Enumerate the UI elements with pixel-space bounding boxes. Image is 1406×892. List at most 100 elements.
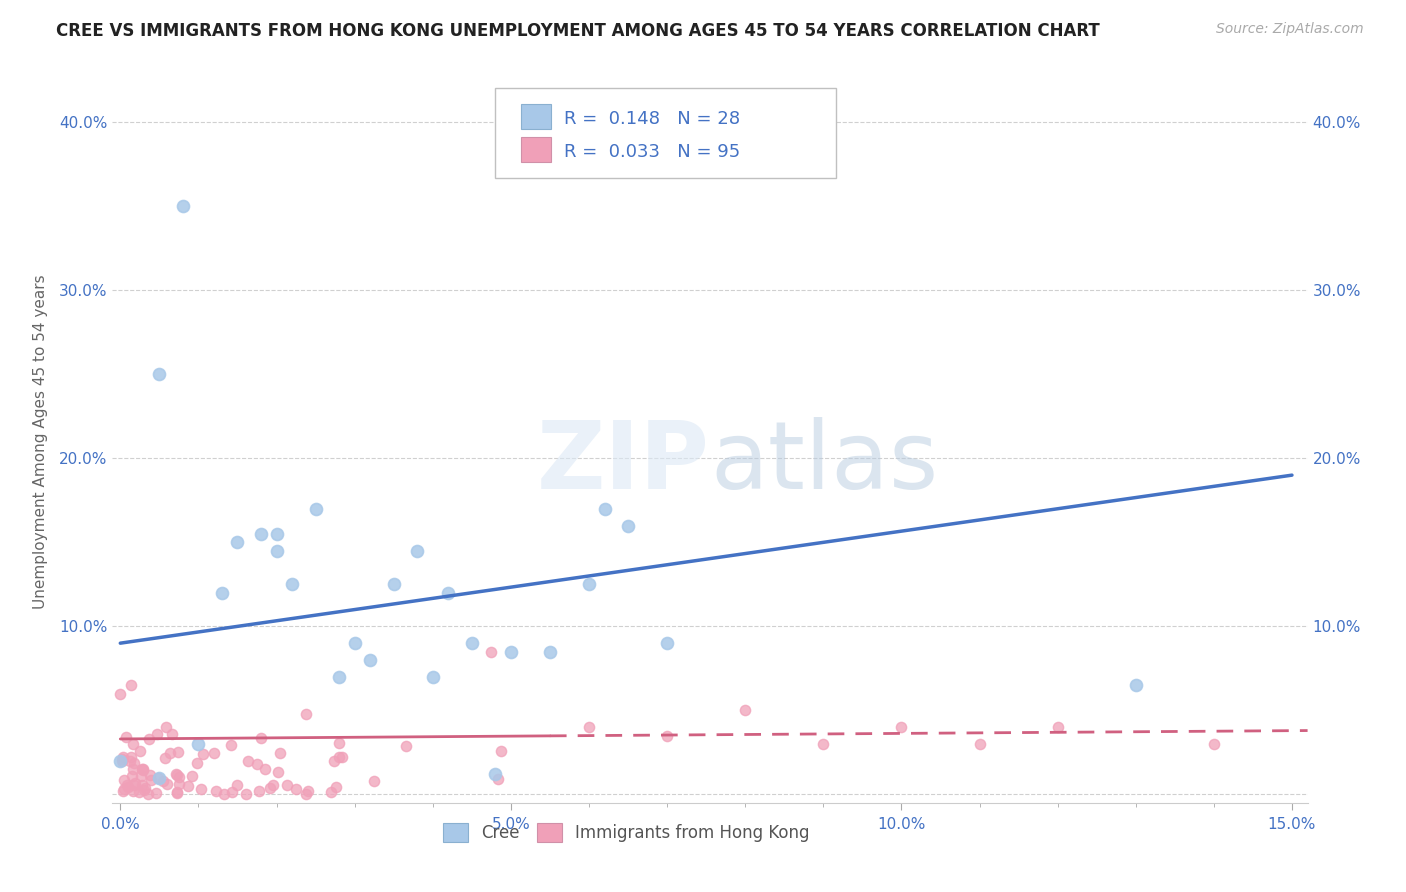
Point — [139, 773, 162, 788]
Point — [266, 527, 288, 541]
Point — [132, 783, 155, 797]
Text: CREE VS IMMIGRANTS FROM HONG KONG UNEMPLOYMENT AMONG AGES 45 TO 54 YEARS CORRELA: CREE VS IMMIGRANTS FROM HONG KONG UNEMPL… — [56, 22, 1099, 40]
Point — [138, 732, 160, 747]
Point — [437, 586, 460, 600]
Point — [148, 368, 170, 382]
Point — [111, 752, 134, 766]
Text: R =  0.148   N = 28: R = 0.148 N = 28 — [564, 110, 741, 128]
Point — [165, 766, 187, 780]
Point — [115, 778, 138, 792]
FancyBboxPatch shape — [522, 104, 551, 128]
Point — [114, 773, 136, 788]
Point — [128, 785, 150, 799]
Point — [226, 535, 249, 549]
Point — [121, 769, 143, 783]
Y-axis label: Unemployment Among Ages 45 to 54 years: Unemployment Among Ages 45 to 54 years — [32, 274, 48, 609]
Point — [328, 750, 350, 764]
Point — [395, 739, 418, 754]
Point — [617, 518, 640, 533]
Point — [110, 755, 132, 769]
Point — [262, 778, 284, 792]
Text: ZIP: ZIP — [537, 417, 710, 509]
Point — [132, 763, 155, 777]
Point — [172, 199, 194, 213]
Text: R =  0.033   N = 95: R = 0.033 N = 95 — [564, 143, 741, 161]
Point — [211, 586, 233, 600]
Point — [132, 762, 155, 776]
FancyBboxPatch shape — [522, 137, 551, 162]
Point — [295, 787, 318, 801]
Point — [284, 782, 307, 797]
Point — [205, 784, 228, 798]
Point — [156, 777, 179, 791]
Point — [297, 783, 319, 797]
Point — [152, 774, 174, 789]
Point — [131, 762, 153, 776]
Point — [266, 543, 288, 558]
Point — [124, 776, 146, 790]
Point — [330, 750, 353, 764]
Point — [363, 774, 385, 789]
Point — [190, 782, 212, 797]
Point — [138, 767, 160, 781]
Point — [112, 784, 135, 798]
Point — [343, 636, 366, 650]
Point — [499, 644, 522, 658]
Point — [486, 772, 509, 786]
Text: Source: ZipAtlas.com: Source: ZipAtlas.com — [1216, 22, 1364, 37]
Point — [129, 769, 152, 783]
Point — [593, 501, 616, 516]
Point — [406, 543, 429, 558]
Legend: Cree, Immigrants from Hong Kong: Cree, Immigrants from Hong Kong — [436, 816, 817, 848]
Point — [461, 636, 484, 650]
Point — [167, 770, 190, 784]
Point — [121, 784, 143, 798]
Point — [236, 754, 259, 768]
Point — [166, 745, 188, 759]
Point — [129, 744, 152, 758]
Point — [131, 778, 153, 792]
Point — [134, 780, 156, 795]
Point — [235, 787, 257, 801]
Point — [122, 762, 145, 776]
Point — [166, 768, 188, 782]
Point — [181, 770, 204, 784]
Point — [162, 727, 184, 741]
Point — [578, 720, 600, 734]
Point — [122, 737, 145, 751]
Point — [145, 786, 167, 800]
Point — [276, 778, 298, 792]
Point — [382, 577, 405, 591]
Point — [655, 636, 678, 650]
Point — [254, 762, 277, 776]
Point — [323, 754, 346, 768]
Point — [655, 729, 678, 743]
Point — [295, 707, 318, 722]
Point — [136, 787, 159, 801]
Point — [159, 746, 181, 760]
Point — [191, 747, 214, 761]
Point — [110, 754, 132, 768]
Point — [422, 670, 444, 684]
Point — [120, 678, 142, 692]
Point — [319, 784, 342, 798]
Point — [538, 644, 561, 658]
Point — [117, 780, 139, 794]
Point — [304, 501, 326, 516]
Point — [202, 747, 225, 761]
Point — [148, 771, 170, 785]
Point — [155, 721, 177, 735]
Point — [1202, 737, 1225, 751]
Point — [110, 687, 132, 701]
Point — [484, 767, 506, 781]
Point — [1358, 703, 1381, 717]
Point — [359, 653, 381, 667]
Point — [122, 756, 145, 770]
Point — [249, 784, 271, 798]
Point — [281, 577, 304, 591]
Point — [734, 703, 756, 717]
Point — [219, 738, 242, 752]
Point — [118, 755, 141, 769]
Point — [187, 737, 209, 751]
Point — [226, 778, 249, 792]
